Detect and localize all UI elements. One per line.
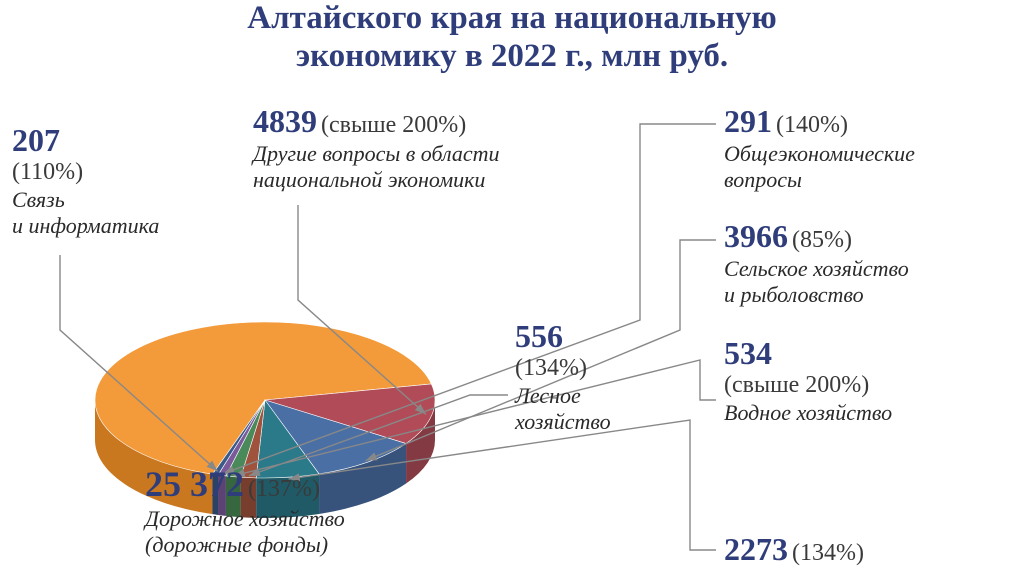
percent: (134%) (792, 540, 864, 566)
chart-title: Алтайского края на национальную экономик… (0, 0, 1024, 76)
desc-line2: вопросы (724, 168, 915, 192)
callout-obshe: 291 (140%) Общеэкономические вопросы (724, 103, 915, 192)
callout-selskoe: 3966 (85%) Сельское хозяйство и рыболовс… (724, 218, 909, 307)
value: 25 372 (145, 464, 244, 504)
value: 3966 (724, 218, 788, 254)
value: 534 (724, 335, 772, 371)
percent: (134%) (515, 355, 587, 381)
desc-line2: и рыболовство (724, 283, 909, 307)
desc-line1: Другие вопросы в области (253, 142, 500, 166)
title-line2: экономику в 2022 г., млн руб. (0, 38, 1024, 76)
callout-2273: 2273 (134%) (724, 531, 864, 568)
desc-line2: и информатика (12, 214, 159, 238)
percent: (свыше 200%) (321, 112, 466, 138)
percent: (110%) (12, 159, 83, 185)
callout-vodnoe: 534 (свыше 200%) Водное хозяйство (724, 335, 892, 425)
desc-line1: Связь (12, 188, 159, 212)
value: 4839 (253, 103, 317, 139)
callout-dorozhnoe: 25 372 (137%) Дорожное хозяйство (дорожн… (145, 463, 345, 557)
percent: (85%) (792, 227, 852, 253)
callout-svyaz: 207 (110%) Связь и информатика (12, 122, 159, 238)
desc-line2: (дорожные фонды) (145, 533, 345, 557)
percent: (свыше 200%) (724, 372, 869, 398)
desc-line2: хозяйство (515, 410, 611, 434)
percent: (140%) (776, 112, 848, 138)
desc-line1: Сельское хозяйство (724, 257, 909, 281)
value: 2273 (724, 531, 788, 567)
value: 291 (724, 103, 772, 139)
callout-drugie: 4839 (свыше 200%) Другие вопросы в облас… (253, 103, 500, 192)
callout-lesnoe: 556 (134%) Лесное хозяйство (515, 318, 611, 434)
desc-line1: Лесное (515, 384, 611, 408)
desc-line1: Общеэкономические (724, 142, 915, 166)
value: 207 (12, 122, 60, 158)
percent: (137%) (248, 476, 320, 502)
desc-line1: Водное хозяйство (724, 401, 892, 425)
value: 556 (515, 318, 563, 354)
desc-line1: Дорожное хозяйство (145, 507, 345, 531)
title-line1: Алтайского края на национальную (0, 0, 1024, 38)
desc-line2: национальной экономики (253, 168, 500, 192)
